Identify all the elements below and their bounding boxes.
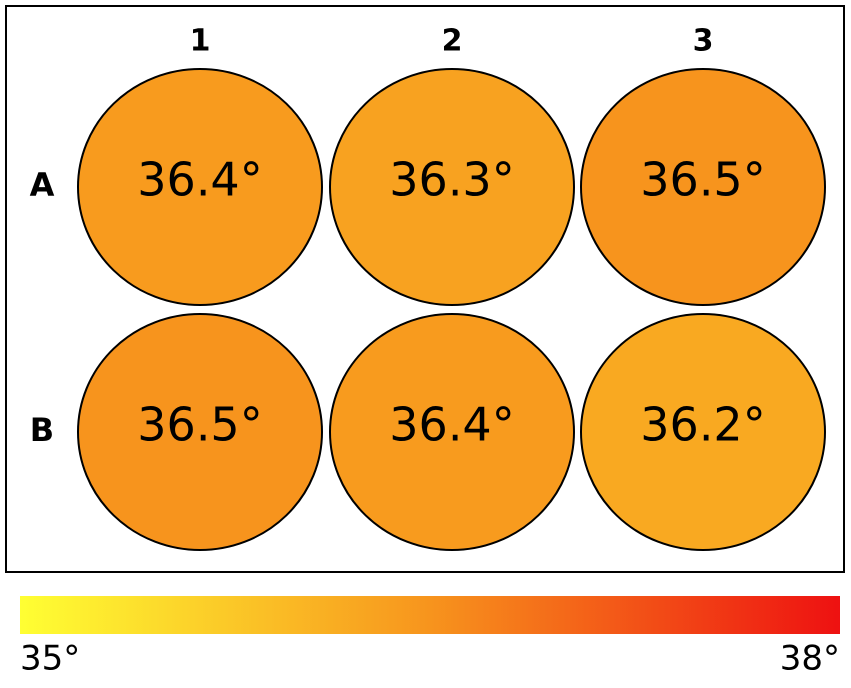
well-value: 36.5° [640, 153, 765, 207]
well [329, 313, 575, 551]
column-label: 3 [693, 24, 714, 59]
well [580, 313, 826, 551]
well [329, 68, 575, 306]
colorbar [20, 596, 840, 634]
colorbar-tick-label: 35° [20, 639, 80, 679]
well [77, 313, 323, 551]
row-label: B [30, 411, 54, 449]
column-label: 1 [190, 24, 211, 59]
well-value: 36.4° [389, 398, 514, 452]
well-value: 36.5° [137, 398, 262, 452]
row-label: A [30, 166, 55, 204]
well-value: 36.2° [640, 398, 765, 452]
well [77, 68, 323, 306]
well-value: 36.4° [137, 153, 262, 207]
column-label: 2 [442, 24, 463, 59]
colorbar-tick-label: 38° [780, 639, 840, 679]
well-value: 36.3° [389, 153, 514, 207]
well [580, 68, 826, 306]
